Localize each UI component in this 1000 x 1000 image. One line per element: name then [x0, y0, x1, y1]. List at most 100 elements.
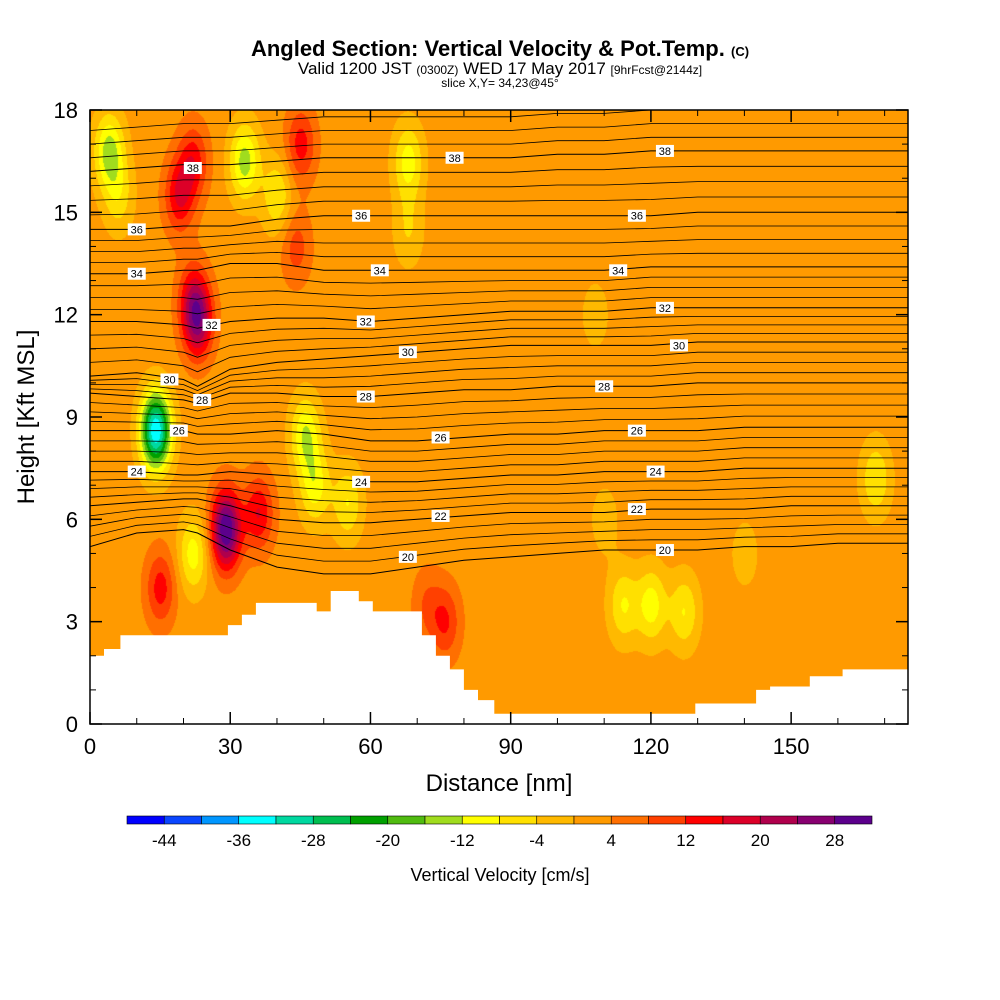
isentrope-22: [90, 498, 908, 524]
terrain-mask: [90, 591, 908, 724]
isentrope-minor: [90, 351, 908, 392]
svg-text:36: 36: [131, 224, 143, 236]
colorbar-swatch: [499, 815, 538, 825]
contour-label: 38: [183, 161, 202, 175]
y-tick-label: 0: [66, 712, 78, 737]
isentrope-minor: [90, 110, 908, 131]
isentrope-38: [90, 150, 908, 172]
colorbar-tick-label: -12: [450, 831, 475, 850]
contour-label: 32: [655, 301, 674, 315]
colorbar-swatch: [573, 815, 612, 825]
isentrope-minor: [90, 457, 908, 472]
contour-label: 24: [352, 475, 371, 489]
colorbar-swatch: [238, 815, 277, 825]
colorbar-tick-label: 4: [607, 831, 616, 850]
svg-text:24: 24: [131, 467, 143, 479]
svg-text:30: 30: [163, 374, 175, 386]
colorbar-swatch: [461, 815, 500, 825]
colorbar-tick-label: -28: [301, 831, 326, 850]
x-tick-label: 60: [358, 734, 382, 759]
colorbar-swatch: [387, 815, 426, 825]
colorbar-swatch: [312, 815, 351, 825]
isentrope-minor: [90, 415, 908, 431]
colorbar-swatch: [275, 815, 314, 825]
contour-label: 24: [646, 465, 665, 479]
isentrope-24: [90, 467, 908, 483]
isentrope-minor: [90, 297, 908, 315]
contour-label: 28: [356, 390, 375, 404]
colorbar-swatch: [685, 815, 724, 825]
y-tick-label: 9: [66, 405, 78, 430]
svg-text:26: 26: [173, 426, 185, 438]
isentrope-minor: [90, 513, 908, 549]
colorbar-swatch: [759, 815, 798, 825]
colorbar-tick-label: 12: [676, 831, 695, 850]
y-tick-label: 6: [66, 507, 78, 532]
contour-label: 36: [627, 209, 646, 223]
isentrope-minor: [90, 276, 908, 287]
colorbar-swatch: [722, 815, 761, 825]
colorbar-tick-label: 28: [825, 831, 844, 850]
colorbar-tick-label: -36: [226, 831, 251, 850]
contour-label: 26: [169, 424, 188, 438]
svg-text:32: 32: [205, 320, 217, 332]
isentrope-minor: [90, 251, 908, 263]
contour-label: 22: [431, 509, 450, 523]
isentrope-36: [90, 211, 908, 230]
svg-text:24: 24: [355, 477, 367, 489]
isentrope-minor: [90, 316, 908, 344]
svg-text:24: 24: [649, 467, 661, 479]
isentrope-minor: [90, 362, 908, 396]
svg-text:26: 26: [434, 432, 446, 444]
contour-label: 26: [627, 424, 646, 438]
colorbar-swatch: [610, 815, 649, 825]
contour-label: 26: [431, 431, 450, 444]
colorbar-swatch: [797, 815, 836, 825]
isentrope-minor: [90, 136, 908, 159]
y-axis-label: Height [Kft MSL]: [13, 330, 40, 505]
isentrope-minor: [90, 506, 908, 536]
colorbar-tick-label: -20: [375, 831, 400, 850]
slice-label: slice X,Y= 34,23@45°: [441, 76, 559, 90]
contour-label: 28: [193, 393, 212, 407]
isentrope-minor: [90, 477, 908, 493]
svg-text:34: 34: [612, 265, 624, 277]
svg-text:38: 38: [659, 146, 671, 158]
svg-text:38: 38: [187, 163, 199, 175]
isentrope-lines: [90, 110, 908, 575]
isentrope-20: [90, 529, 908, 575]
contour-label: 38: [445, 151, 464, 165]
x-axis: 0 30 60 90 120 150: [84, 110, 886, 759]
colorbar-swatch: [201, 815, 240, 825]
chart-subtitle: Valid 1200 JST (0300Z) WED 17 May 2017 […: [297, 59, 703, 78]
isentrope-26: [90, 426, 908, 442]
contour-label: 38: [655, 144, 674, 158]
svg-text:34: 34: [131, 269, 143, 281]
svg-text:20: 20: [659, 545, 671, 557]
svg-text:22: 22: [631, 504, 643, 516]
contour-label: 28: [595, 380, 614, 393]
svg-text:28: 28: [598, 381, 610, 393]
isentrope-minor: [90, 492, 908, 513]
plot-area: 38 38 38 36 36 36 34 34 34 32 32 32 30 30 30 28 28 28 26 26…: [90, 110, 908, 724]
x-tick-label: 30: [218, 734, 242, 759]
isentrope-minor: [90, 521, 908, 562]
svg-text:28: 28: [196, 395, 208, 407]
contour-label: 34: [127, 267, 146, 281]
isentrope-minor: [90, 165, 908, 187]
svg-text:34: 34: [374, 265, 386, 277]
contour-label: 30: [398, 346, 417, 359]
isentrope-minor: [90, 196, 908, 216]
contour-label: 30: [669, 339, 688, 352]
isentrope-minor: [90, 181, 908, 201]
isentrope-minor: [90, 393, 908, 412]
contour-label: 34: [609, 264, 628, 277]
y-tick-label: 15: [54, 200, 78, 225]
velocity-heatmap: [90, 110, 908, 724]
svg-text:28: 28: [360, 392, 372, 404]
isentrope-30: [90, 341, 908, 387]
y-tick-label: 3: [66, 610, 78, 635]
